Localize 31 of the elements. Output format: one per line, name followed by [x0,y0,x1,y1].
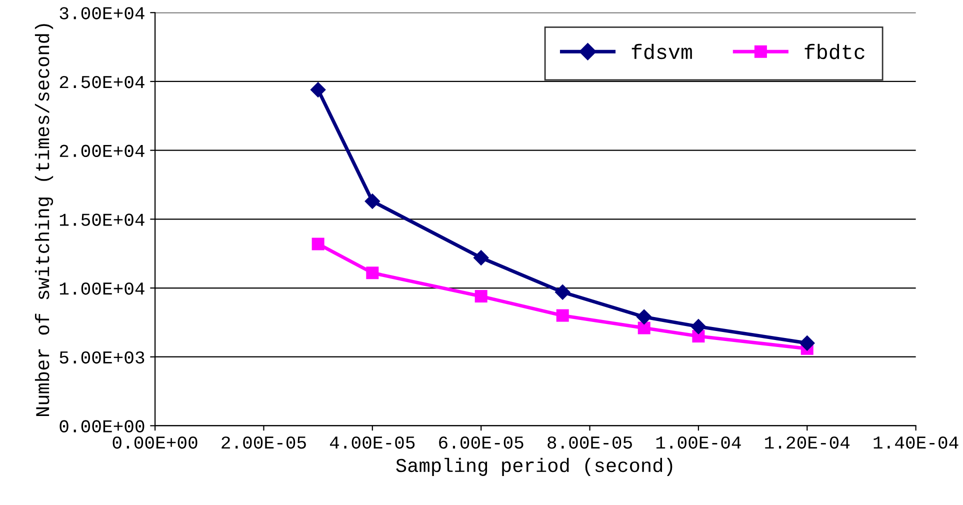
point [636,309,652,325]
y-tick-label: 3.00E+04 [60,7,144,20]
x-tick-label: 1.20E-04 [765,436,850,449]
x-tick-label: 1.40E-04 [874,436,958,449]
point [800,336,815,351]
y-axis-title: Number of switching (times/second) [34,24,54,416]
y-tick-label: 2.50E+04 [60,76,144,88]
point [312,238,324,250]
point [364,194,380,209]
point [474,250,489,266]
x-tick-label: 2.00E-05 [222,436,306,449]
y-tick-label: 1.50E+04 [60,214,144,226]
point [555,284,570,300]
legend-label: fdsvm [632,44,692,60]
point [310,82,326,98]
x-tick-label: 1.00E-04 [656,436,741,449]
point [556,309,569,322]
point [366,266,379,280]
x-tick-label: 8.00E-05 [548,436,632,449]
y-tick-label: 0.00E+00 [60,420,144,432]
point [474,290,488,303]
x-tick-label: 0.00E+00 [112,436,198,449]
point [638,322,650,334]
legend-label: fbdtc [804,44,864,60]
x-tick-label: 6.00E-05 [439,436,524,449]
y-tick-label: 2.00E+04 [60,144,144,158]
x-tick-label: 4.00E-05 [330,436,415,449]
y-tick-label: 1.00E+04 [60,282,144,295]
y-tick-label: 5.00E+03 [60,351,144,364]
x-axis-title: Sampling period (second) [396,458,672,476]
point [690,319,706,334]
